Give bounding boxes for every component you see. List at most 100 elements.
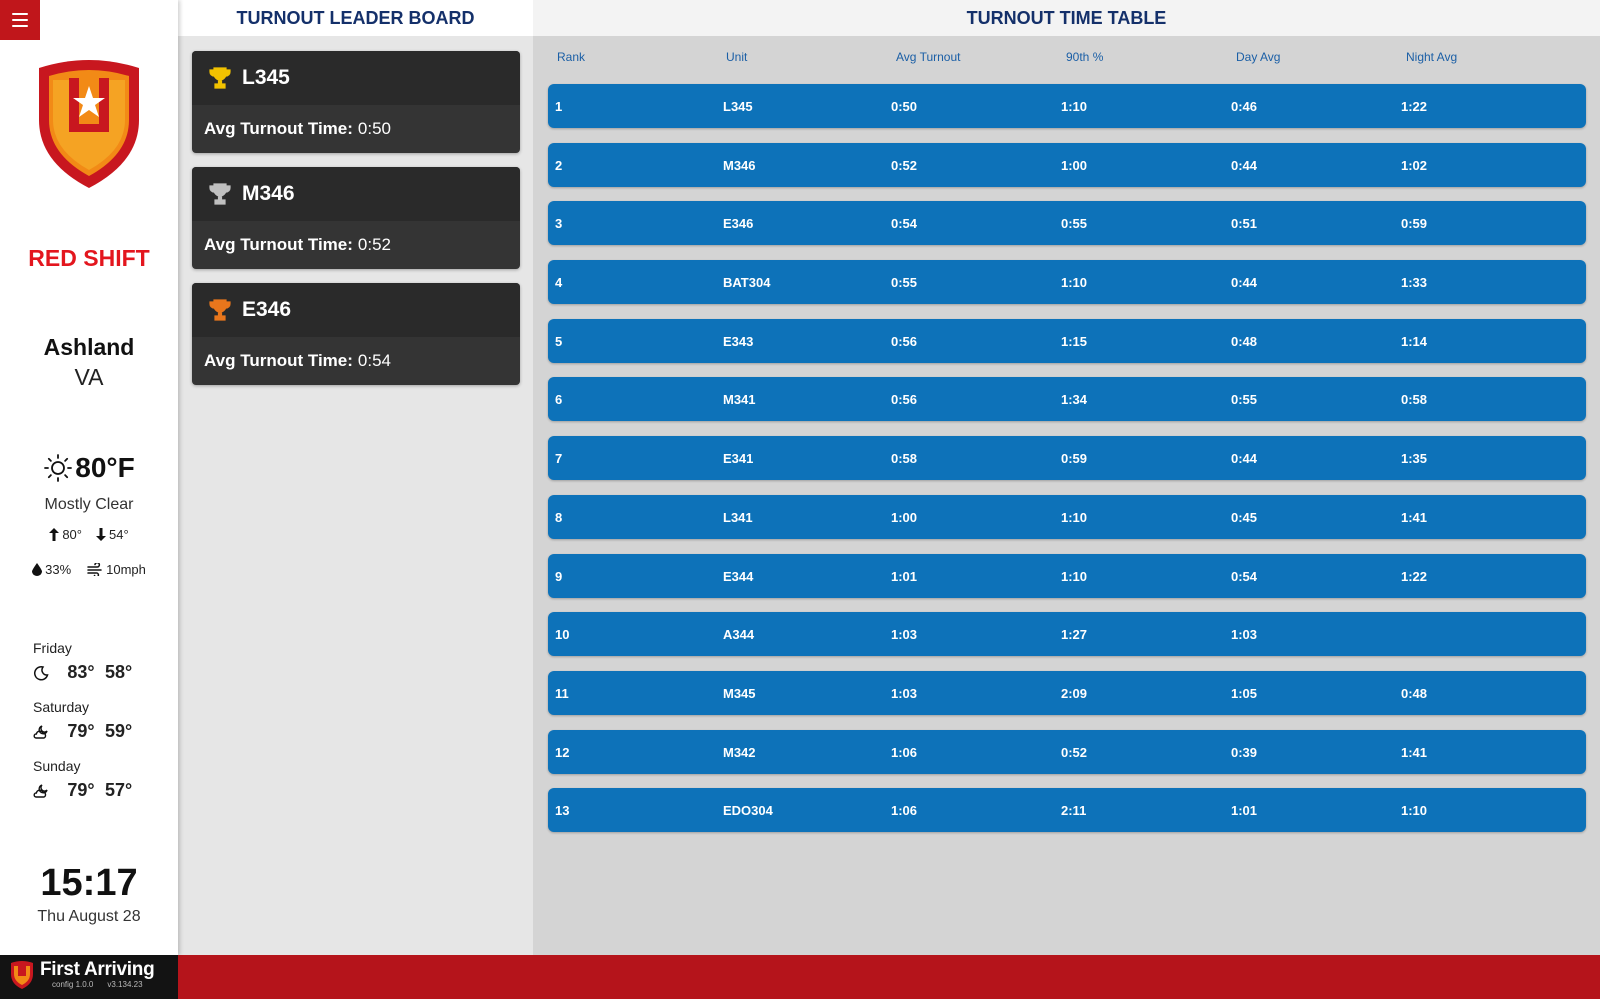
- table-row[interactable]: 4 BAT304 0:55 1:10 0:44 1:33: [548, 260, 1586, 305]
- avg-turnout-value: 0:50: [357, 119, 391, 138]
- avg-turnout-label: Avg Turnout Time:: [204, 119, 353, 138]
- forecast-day: Friday 83° 58°: [33, 640, 163, 699]
- table-row[interactable]: 8 L341 1:00 1:10 0:45 1:41: [548, 494, 1586, 539]
- leader-unit: E346: [242, 298, 292, 321]
- cell-90th: 1:10: [1061, 568, 1088, 584]
- clock-date: Thu August 28: [37, 908, 141, 925]
- forecast-low: 58°: [105, 662, 133, 682]
- table-row[interactable]: 5 E343 0:56 1:15 0:48 1:14: [548, 318, 1586, 363]
- config-version: config 1.0.0: [52, 980, 94, 989]
- leader-board-panel: TURNOUT LEADER BOARD L345 Avg Turnout Ti…: [178, 0, 533, 955]
- cell-90th: 2:09: [1061, 685, 1088, 701]
- brand-logo-icon: [11, 961, 33, 989]
- table-row[interactable]: 3 E346 0:54 0:55 0:51 0:59: [548, 201, 1586, 246]
- brand-block: First Arriving config 1.0.0 v3.134.23: [0, 955, 178, 999]
- forecast-high: 79°: [67, 721, 95, 741]
- table-row[interactable]: 1 L345 0:50 1:10 0:46 1:22: [548, 84, 1586, 128]
- table-row[interactable]: 6 M341 0:56 1:34 0:55 0:58: [548, 377, 1586, 422]
- arrow-up-icon: [49, 528, 60, 541]
- moon-icon: [33, 665, 49, 680]
- trophy-bronze-icon: [209, 299, 231, 321]
- cell-night-avg: 1:33: [1401, 275, 1428, 291]
- table-row[interactable]: 13 EDO304 1:06 2:11 1:01 1:10: [548, 788, 1586, 833]
- cell-day-avg: 1:05: [1231, 685, 1258, 701]
- arrow-down-icon: [96, 528, 106, 541]
- cell-night-avg: 1:41: [1401, 744, 1428, 760]
- cell-unit: M342: [723, 744, 756, 760]
- current-weather: 80°F: [0, 452, 178, 484]
- table-row[interactable]: 7 E341 0:58 0:59 0:44 1:35: [548, 436, 1586, 481]
- forecast-day-name: Friday: [33, 640, 72, 656]
- column-header-unit: Unit: [726, 50, 748, 64]
- state-name: VA: [74, 364, 104, 390]
- trophy-gold-icon: [209, 67, 231, 89]
- shift-name: RED SHIFT: [28, 245, 150, 271]
- high-temp: 80°: [62, 527, 82, 542]
- cell-night-avg: 1:35: [1401, 451, 1428, 467]
- forecast-low: 59°: [105, 721, 133, 741]
- cell-day-avg: 0:39: [1231, 744, 1258, 760]
- cell-day-avg: 0:45: [1231, 509, 1258, 525]
- cell-avg-turnout: 1:03: [891, 627, 918, 643]
- cell-unit: EDO304: [723, 803, 773, 819]
- city-name: Ashland: [43, 334, 135, 360]
- column-header-90th: 90th %: [1066, 50, 1104, 64]
- avg-turnout-label: Avg Turnout Time:: [204, 351, 353, 370]
- leader-board-title: TURNOUT LEADER BOARD: [178, 0, 533, 36]
- cell-night-avg: 1:02: [1401, 157, 1428, 173]
- table-row[interactable]: 11 M345 1:03 2:09 1:05 0:48: [548, 670, 1586, 715]
- weather-condition: Mostly Clear: [44, 496, 134, 513]
- cell-day-avg: 1:03: [1231, 627, 1258, 643]
- cell-avg-turnout: 0:52: [891, 157, 918, 173]
- hamburger-menu-button[interactable]: [0, 0, 40, 40]
- cell-unit: M345: [723, 685, 756, 701]
- cell-rank: 13: [555, 803, 570, 819]
- forecast-day-name: Saturday: [33, 699, 90, 715]
- cell-day-avg: 0:44: [1231, 157, 1258, 173]
- forecast-high: 79°: [67, 780, 95, 800]
- cell-90th: 1:10: [1061, 509, 1088, 525]
- avg-turnout-label: Avg Turnout Time:: [204, 235, 353, 254]
- leader-card[interactable]: L345 Avg Turnout Time: 0:50: [192, 51, 520, 153]
- table-row[interactable]: 12 M342 1:06 0:52 0:39 1:41: [548, 729, 1586, 774]
- table-row[interactable]: 9 E344 1:01 1:10 0:54 1:22: [548, 553, 1586, 598]
- cell-rank: 5: [555, 333, 563, 349]
- cell-rank: 6: [555, 392, 563, 408]
- cell-avg-turnout: 0:54: [891, 216, 918, 232]
- leader-card[interactable]: M346 Avg Turnout Time: 0:52: [192, 167, 520, 269]
- cell-night-avg: 0:59: [1401, 216, 1428, 232]
- cell-unit: E341: [723, 451, 754, 467]
- cell-night-avg: 1:41: [1401, 509, 1428, 525]
- wind-value: 10mph: [106, 562, 146, 577]
- cell-avg-turnout: 0:56: [891, 333, 918, 349]
- cell-unit: E344: [723, 568, 754, 584]
- cell-rank: 7: [555, 451, 563, 467]
- leader-card[interactable]: E346 Avg Turnout Time: 0:54: [192, 283, 520, 385]
- cell-rank: 11: [555, 685, 569, 701]
- app-version: v3.134.23: [107, 980, 143, 989]
- cloud-moon-icon: [33, 783, 48, 798]
- cell-day-avg: 0:44: [1231, 451, 1258, 467]
- cell-90th: 1:15: [1061, 333, 1088, 349]
- cell-day-avg: 0:55: [1231, 392, 1258, 408]
- avg-turnout-value: 0:54: [357, 351, 391, 370]
- cell-night-avg: 1:10: [1401, 803, 1428, 819]
- table-row[interactable]: 2 M346 0:52 1:00 0:44 1:02: [548, 142, 1586, 187]
- cell-90th: 1:10: [1061, 275, 1088, 291]
- forecast-day-name: Sunday: [33, 758, 81, 774]
- cell-avg-turnout: 0:56: [891, 392, 918, 408]
- clock-time: 15:17: [40, 862, 138, 904]
- table-row[interactable]: 10 A344 1:03 1:27 1:03: [548, 612, 1586, 657]
- cell-day-avg: 0:46: [1231, 99, 1258, 114]
- cell-avg-turnout: 0:50: [891, 99, 918, 114]
- time-table-panel: TURNOUT TIME TABLE Rank Unit Avg Turnout…: [533, 0, 1600, 955]
- column-header-night-avg: Night Avg: [1406, 50, 1458, 64]
- cell-90th: 0:55: [1061, 216, 1088, 232]
- time-table-title: TURNOUT TIME TABLE: [533, 0, 1600, 36]
- humidity-value: 33%: [45, 562, 72, 577]
- cell-rank: 8: [555, 509, 563, 525]
- cell-unit: L341: [723, 509, 753, 525]
- cell-avg-turnout: 1:06: [891, 803, 918, 819]
- brand-name: First Arriving: [40, 959, 155, 980]
- cell-avg-turnout: 1:06: [891, 744, 918, 760]
